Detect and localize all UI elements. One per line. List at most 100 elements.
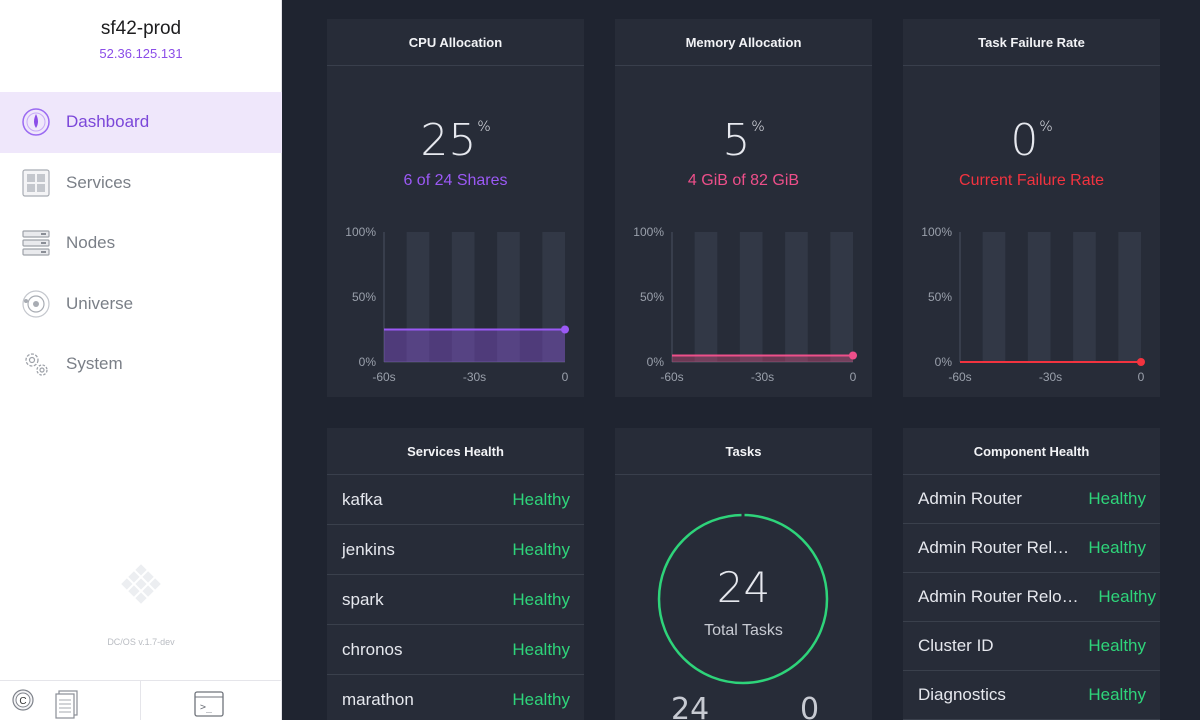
chart-current-point [849, 351, 857, 360]
service-name: spark [342, 589, 384, 609]
svg-text:C: C [19, 696, 26, 707]
component-row[interactable]: Admin Router Healthy [903, 475, 1160, 524]
service-name: jenkins [342, 539, 395, 559]
sidebar-item-label: System [66, 354, 123, 374]
component-status: Healthy [1098, 587, 1156, 606]
chart-x-tick-label: -60s [660, 370, 683, 384]
services-health-panel: Services Health kafka Healthy jenkins Heal… [327, 428, 584, 720]
chart-x-tick-label: -60s [948, 370, 971, 384]
chart-stripe [694, 232, 718, 362]
sidebar-nav: Dashboard Services [0, 92, 282, 395]
component-row[interactable]: Admin Router Relo… Healthy [903, 573, 1160, 622]
cpu-allocation-panel: CPU Allocation 25% 6 of 24 Shares 100% 50… [327, 19, 584, 397]
service-row-chronos[interactable]: chronos Healthy [327, 625, 584, 675]
service-status: Healthy [512, 539, 570, 559]
memory-chart: 100% 50% 0%-60s -30s 0 [633, 225, 857, 384]
chart-stripe [1027, 232, 1051, 362]
cli-icon[interactable]: >_ [194, 691, 224, 720]
tasks-running-count: 24 [671, 692, 709, 720]
chart-y-tick-label: 50% [928, 290, 952, 304]
chart-x-tick-label: 0 [850, 370, 857, 384]
component-name: Cluster ID [918, 636, 994, 655]
panel-title: Component Health [903, 428, 1160, 475]
panel-title: Memory Allocation [615, 19, 872, 66]
service-status: Healthy [512, 589, 570, 609]
chart-x-tick-label: -30s [463, 370, 486, 384]
chart-y-tick-label: 0% [647, 355, 665, 369]
help-icon[interactable]: C [12, 689, 34, 716]
panel-title: Tasks [615, 428, 872, 475]
sidebar-item-label: Services [66, 172, 132, 192]
chart-stripe [1073, 232, 1096, 362]
chart-x-tick-label: 0 [562, 370, 569, 384]
chart-stripe [830, 232, 853, 362]
chart-current-point [1137, 358, 1145, 366]
memory-usage-label: 4 GiB of 82 GiB [687, 172, 800, 189]
chart-y-tick-label: 50% [352, 290, 376, 304]
sidebar-item-nodes[interactable]: Nodes [0, 213, 282, 274]
service-row-jenkins[interactable]: jenkins Healthy [327, 525, 584, 575]
component-name: Admin Router Rel… [918, 538, 1070, 557]
sidebar: sf42-prod 52.36.125.131 Dashboard [0, 0, 282, 720]
chart-area [672, 355, 853, 362]
chart-y-tick-label: 100% [345, 225, 376, 239]
cpu-percent: 25% [420, 115, 491, 166]
cpu-chart: 100% 50% 0%-60s -30s 0 [345, 225, 569, 384]
service-status: Healthy [512, 489, 570, 509]
chart-stripe [739, 232, 763, 362]
sidebar-footer: C >_ [0, 680, 282, 720]
chart-area [384, 329, 565, 362]
sidebar-item-dashboard[interactable]: Dashboard [0, 92, 282, 153]
chart-stripe [1118, 232, 1141, 362]
service-name: marathon [342, 689, 414, 709]
failure-chart: 100% 50% 0%-60s -30s 0 [921, 225, 1145, 384]
cluster-name[interactable]: sf42-prod [100, 18, 182, 39]
component-status: Healthy [1088, 489, 1146, 508]
component-health-panel: Component Health Admin Router Healthy Adm… [903, 428, 1160, 720]
chart-x-tick-label: -30s [751, 370, 774, 384]
failure-percent: 0% [1010, 115, 1053, 166]
service-row-kafka[interactable]: kafka Healthy [327, 475, 584, 525]
tasks-panel: Tasks 24 0 [615, 428, 872, 720]
memory-allocation-panel: Memory Allocation 5% 4 GiB of 82 GiB 100… [615, 19, 872, 397]
version-label: DC/OS v.1.7-dev [107, 637, 175, 647]
chart-x-tick-label: -60s [372, 370, 395, 384]
dashboard-icon [21, 107, 51, 137]
sidebar-item-system[interactable]: System [0, 334, 282, 395]
cluster-ip: 52.36.125.131 [99, 46, 183, 61]
nodes-icon [21, 228, 51, 258]
panel-title: CPU Allocation [327, 19, 584, 66]
cpu-shares-label: 6 of 24 Shares [403, 172, 508, 189]
sidebar-item-services[interactable]: Services [0, 153, 282, 214]
component-name: Admin Router Relo… [918, 587, 1079, 606]
universe-icon [21, 289, 51, 319]
footer-divider [140, 681, 141, 720]
chart-y-tick-label: 0% [935, 355, 953, 369]
component-status: Healthy [1088, 538, 1146, 557]
service-row-marathon[interactable]: marathon Healthy [327, 675, 584, 720]
chart-y-tick-label: 50% [640, 290, 664, 304]
tasks-failed-count: 0 [800, 692, 819, 720]
chart-stripe [785, 232, 808, 362]
component-status: Healthy [1088, 685, 1146, 704]
panel-title: Services Health [327, 428, 584, 475]
dcos-logo [113, 548, 169, 625]
chart-stripe [982, 232, 1006, 362]
documentation-icon[interactable] [55, 689, 79, 720]
svg-text:>_: >_ [200, 702, 213, 713]
component-name: Diagnostics [918, 685, 1006, 704]
component-row[interactable]: Admin Router Rel… Healthy [903, 524, 1160, 573]
component-row[interactable]: Cluster ID Healthy [903, 622, 1160, 671]
chart-current-point [561, 325, 569, 334]
service-row-spark[interactable]: spark Healthy [327, 575, 584, 625]
chart-y-tick-label: 100% [921, 225, 952, 239]
panel-title: Task Failure Rate [903, 19, 1160, 66]
tasks-total-label: Total Tasks [704, 622, 783, 639]
sidebar-item-label: Universe [66, 293, 134, 313]
component-row[interactable]: Diagnostics Healthy [903, 671, 1160, 720]
service-status: Healthy [512, 689, 570, 709]
service-status: Healthy [512, 639, 570, 659]
service-name: chronos [342, 639, 403, 659]
sidebar-item-universe[interactable]: Universe [0, 274, 282, 335]
tasks-ring: 24 0 [657, 513, 829, 720]
